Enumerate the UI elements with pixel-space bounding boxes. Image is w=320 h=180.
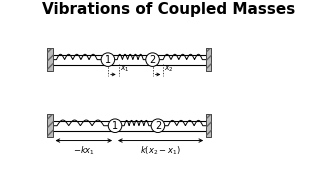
Text: 1: 1 (105, 55, 111, 65)
Text: $k(x_2-x_1)$: $k(x_2-x_1)$ (140, 145, 181, 157)
Circle shape (101, 53, 115, 66)
Text: Vibrations of Coupled Masses: Vibrations of Coupled Masses (42, 2, 295, 17)
Text: $x_2$: $x_2$ (164, 63, 174, 74)
Circle shape (108, 119, 122, 132)
Text: $x_1$: $x_1$ (119, 63, 129, 74)
Bar (47, 114, 52, 137)
Text: 1: 1 (112, 121, 118, 131)
Bar (47, 48, 52, 71)
Bar (206, 114, 212, 137)
Bar (206, 114, 212, 137)
Text: $-kx_1$: $-kx_1$ (73, 145, 95, 157)
Bar (206, 48, 212, 71)
Text: 2: 2 (155, 121, 161, 131)
Circle shape (146, 53, 159, 66)
Bar (47, 48, 52, 71)
Bar (206, 48, 212, 71)
Circle shape (151, 119, 165, 132)
Text: 2: 2 (149, 55, 156, 65)
Bar (47, 114, 52, 137)
